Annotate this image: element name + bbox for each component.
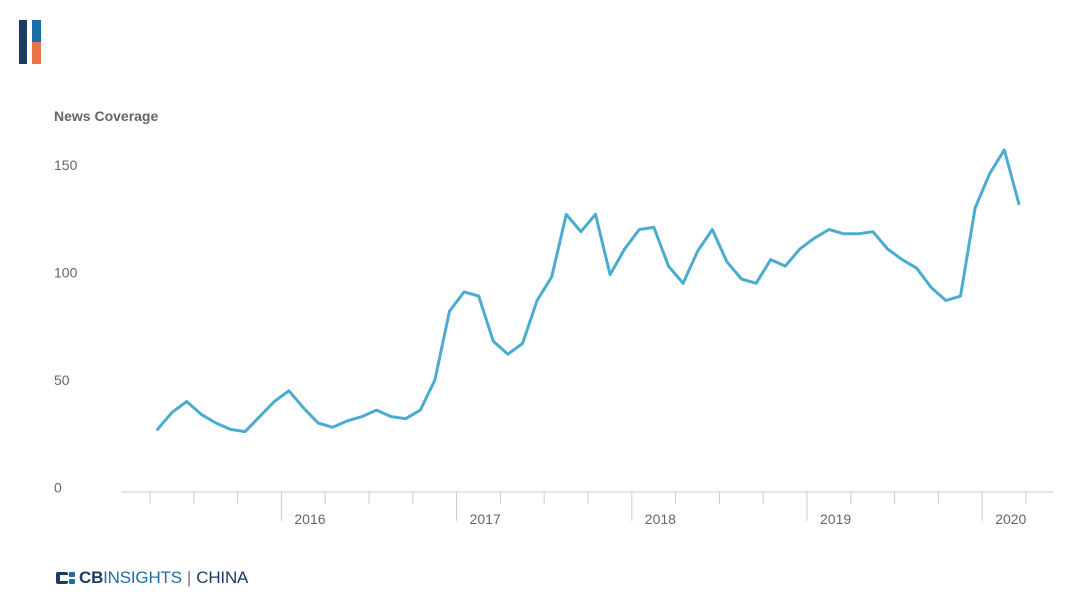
brand-cb: CB xyxy=(79,568,104,587)
data-point xyxy=(579,230,582,233)
data-point xyxy=(156,428,159,431)
data-point xyxy=(185,400,188,403)
data-point xyxy=(200,413,203,416)
data-point xyxy=(886,247,889,250)
data-point xyxy=(360,415,363,418)
data-point xyxy=(1017,202,1020,205)
data-point xyxy=(273,400,276,403)
data-point xyxy=(798,247,801,250)
data-point xyxy=(404,417,407,420)
y-tick-label: 0 xyxy=(54,480,62,496)
data-point xyxy=(214,422,217,425)
data-point xyxy=(477,295,480,298)
data-point xyxy=(506,353,509,356)
data-point xyxy=(667,265,670,268)
data-point xyxy=(828,228,831,231)
data-point xyxy=(258,415,261,418)
y-axis-ticks: 0 50 100 150 xyxy=(54,157,78,496)
brand-insights: INSIGHTS xyxy=(103,568,182,587)
data-point xyxy=(390,415,393,418)
x-year-label: 2016 xyxy=(294,511,325,527)
data-point xyxy=(769,258,772,261)
brand-region: CHINA xyxy=(196,568,249,587)
data-point xyxy=(331,426,334,429)
x-year-label: 2019 xyxy=(820,511,851,527)
data-point xyxy=(711,228,714,231)
data-point xyxy=(901,258,904,261)
data-point xyxy=(740,277,743,280)
data-point xyxy=(959,295,962,298)
data-point xyxy=(682,282,685,285)
logo-bar-orange xyxy=(32,42,41,64)
logo-bar-navy xyxy=(19,20,27,64)
cb-insights-logo-icon xyxy=(56,572,75,584)
data-point xyxy=(609,273,612,276)
x-axis: 2016 2017 2018 2019 2020 xyxy=(121,491,1053,527)
data-point xyxy=(536,299,539,302)
y-tick-label: 150 xyxy=(54,157,78,173)
data-point xyxy=(433,379,436,382)
data-point xyxy=(638,228,641,231)
data-point xyxy=(171,411,174,414)
data-point xyxy=(974,207,977,210)
data-point xyxy=(857,232,860,235)
data-point xyxy=(521,342,524,345)
data-point xyxy=(871,230,874,233)
data-point xyxy=(375,409,378,412)
data-point xyxy=(755,282,758,285)
y-tick-label: 50 xyxy=(54,372,70,388)
data-point xyxy=(594,213,597,216)
logo-bar-blue xyxy=(32,20,41,42)
data-point xyxy=(842,232,845,235)
brand-separator: | xyxy=(186,568,192,587)
data-point xyxy=(317,422,320,425)
bar-logo-icon xyxy=(19,20,41,64)
data-point xyxy=(287,389,290,392)
data-point xyxy=(565,213,568,216)
data-point xyxy=(915,267,918,270)
data-point xyxy=(419,409,422,412)
data-point xyxy=(229,428,232,431)
data-point xyxy=(448,310,451,313)
data-point xyxy=(930,286,933,289)
line-chart: News Coverage 0 50 100 150 2016 2017 2018 2019… xyxy=(54,108,1053,527)
data-point xyxy=(346,419,349,422)
data-point xyxy=(244,430,247,433)
data-point xyxy=(944,299,947,302)
y-tick-label: 100 xyxy=(54,265,78,281)
data-point xyxy=(696,250,699,253)
data-point xyxy=(623,247,626,250)
series-group xyxy=(156,148,1021,434)
data-point xyxy=(492,340,495,343)
y-axis-title: News Coverage xyxy=(54,108,158,124)
data-point xyxy=(988,172,991,175)
series-line xyxy=(156,148,1021,434)
data-point xyxy=(463,290,466,293)
data-point xyxy=(784,265,787,268)
data-point xyxy=(813,237,816,240)
x-year-label: 2018 xyxy=(645,511,676,527)
x-year-label: 2020 xyxy=(995,511,1026,527)
data-point xyxy=(725,260,728,263)
data-point xyxy=(550,275,553,278)
data-point xyxy=(302,406,305,409)
x-year-label: 2017 xyxy=(470,511,501,527)
footer-brand: CB INSIGHTS | CHINA xyxy=(56,566,248,590)
data-point xyxy=(1003,148,1006,151)
data-point xyxy=(652,226,655,229)
